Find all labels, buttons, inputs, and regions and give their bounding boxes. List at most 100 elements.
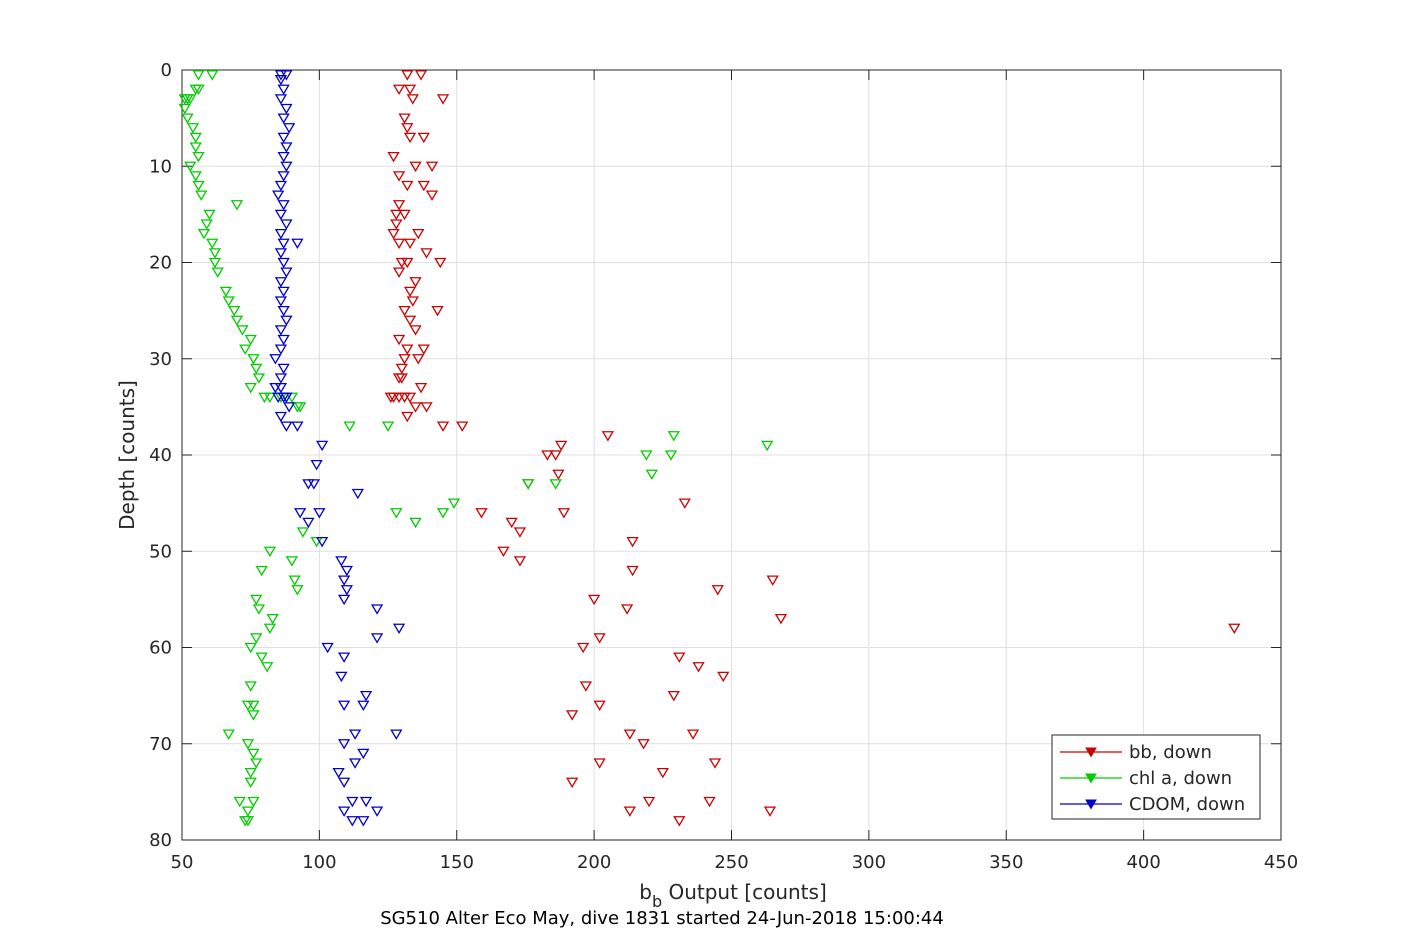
data-point: [409, 517, 422, 529]
data-point: [403, 392, 417, 404]
data-point: [412, 228, 425, 240]
data-point: [703, 796, 716, 808]
data-point: [255, 565, 268, 577]
data-point: [557, 508, 571, 519]
data-point: [566, 777, 579, 789]
data-point: [667, 690, 680, 702]
data-point: [337, 739, 351, 750]
legend: bb, down chl a, down CDOM, down: [1051, 734, 1261, 820]
data-point: [343, 421, 356, 432]
data-point: [425, 161, 439, 173]
data-point: [401, 411, 414, 423]
data-point: [522, 479, 535, 490]
data-point: [403, 132, 417, 144]
data-point: [189, 171, 202, 182]
data-point: [392, 267, 406, 278]
data-point: [274, 248, 288, 259]
data-point: [763, 806, 777, 817]
data-point: [431, 305, 444, 317]
data-point: [247, 700, 260, 712]
data-point: [247, 710, 260, 721]
data-point: [497, 546, 510, 558]
data-point: [277, 84, 290, 96]
data-point: [513, 556, 527, 567]
data-point: [274, 411, 288, 423]
legend-entry: CDOM, down: [1060, 794, 1245, 815]
chart-title: SG510 Alter Eco May, dive 1831 started 2…: [380, 908, 944, 929]
data-point: [294, 508, 307, 519]
data-point: [392, 373, 406, 384]
x-tick-label: 50: [171, 852, 194, 873]
data-point: [230, 200, 244, 211]
data-point: [274, 94, 288, 105]
data-point: [291, 402, 304, 413]
data-point: [403, 315, 417, 327]
data-point: [406, 296, 419, 307]
data-point: [280, 103, 293, 115]
legend-label: chl a, down: [1129, 768, 1232, 789]
data-point: [197, 228, 211, 240]
data-point: [541, 450, 554, 461]
data-point: [277, 151, 290, 163]
data-point: [398, 209, 411, 221]
data-point: [717, 671, 730, 683]
data-point: [277, 334, 290, 346]
x-tick-label: 250: [714, 852, 748, 873]
data-point: [261, 662, 274, 673]
data-point: [241, 816, 255, 827]
data-point: [346, 796, 359, 808]
data-point: [184, 94, 197, 105]
y-tick-label: 40: [149, 445, 172, 466]
data-point: [291, 238, 304, 250]
data-point: [409, 161, 422, 173]
data-point: [774, 613, 788, 625]
data-point: [274, 344, 288, 355]
data-point: [280, 267, 293, 278]
data-point: [272, 392, 285, 404]
data-points: [178, 70, 1241, 827]
data-point: [206, 70, 219, 81]
data-point: [390, 508, 403, 519]
data-point: [549, 479, 562, 490]
plot-area: 50 100 150 200 250 300 350 400 450 0 10 20 30 40 50 60…: [149, 60, 1298, 873]
data-point: [417, 180, 430, 192]
data-point: [395, 257, 408, 269]
data-point: [280, 142, 293, 153]
data-point: [359, 690, 373, 702]
data-point: [390, 209, 403, 221]
data-point: [359, 796, 373, 808]
data-point: [192, 151, 205, 163]
data-point: [184, 161, 197, 173]
data-point: [593, 633, 606, 644]
data-point: [1228, 623, 1241, 635]
legend-entry: chl a, down: [1060, 768, 1232, 789]
data-point: [222, 296, 235, 307]
data-point: [302, 517, 315, 529]
x-tick-label: 400: [1126, 852, 1160, 873]
data-point: [250, 758, 263, 769]
data-point: [280, 315, 293, 327]
data-point: [200, 219, 213, 230]
data-point: [335, 556, 348, 567]
data-point: [263, 392, 277, 404]
data-point: [337, 700, 351, 712]
data-point: [409, 277, 422, 288]
data-point: [244, 382, 257, 394]
data-point: [711, 585, 724, 596]
data-point: [425, 190, 439, 201]
data-point: [274, 74, 288, 86]
data-point: [291, 421, 304, 432]
data-point: [269, 354, 282, 365]
data-point: [252, 604, 266, 615]
data-point: [186, 123, 200, 134]
data-point: [409, 325, 422, 336]
data-point: [351, 488, 364, 500]
data-point: [283, 402, 296, 413]
data-point: [285, 556, 299, 567]
data-point: [291, 585, 304, 596]
data-point: [250, 633, 263, 644]
data-point: [417, 344, 430, 355]
data-point: [409, 402, 422, 413]
data-point: [277, 238, 290, 250]
